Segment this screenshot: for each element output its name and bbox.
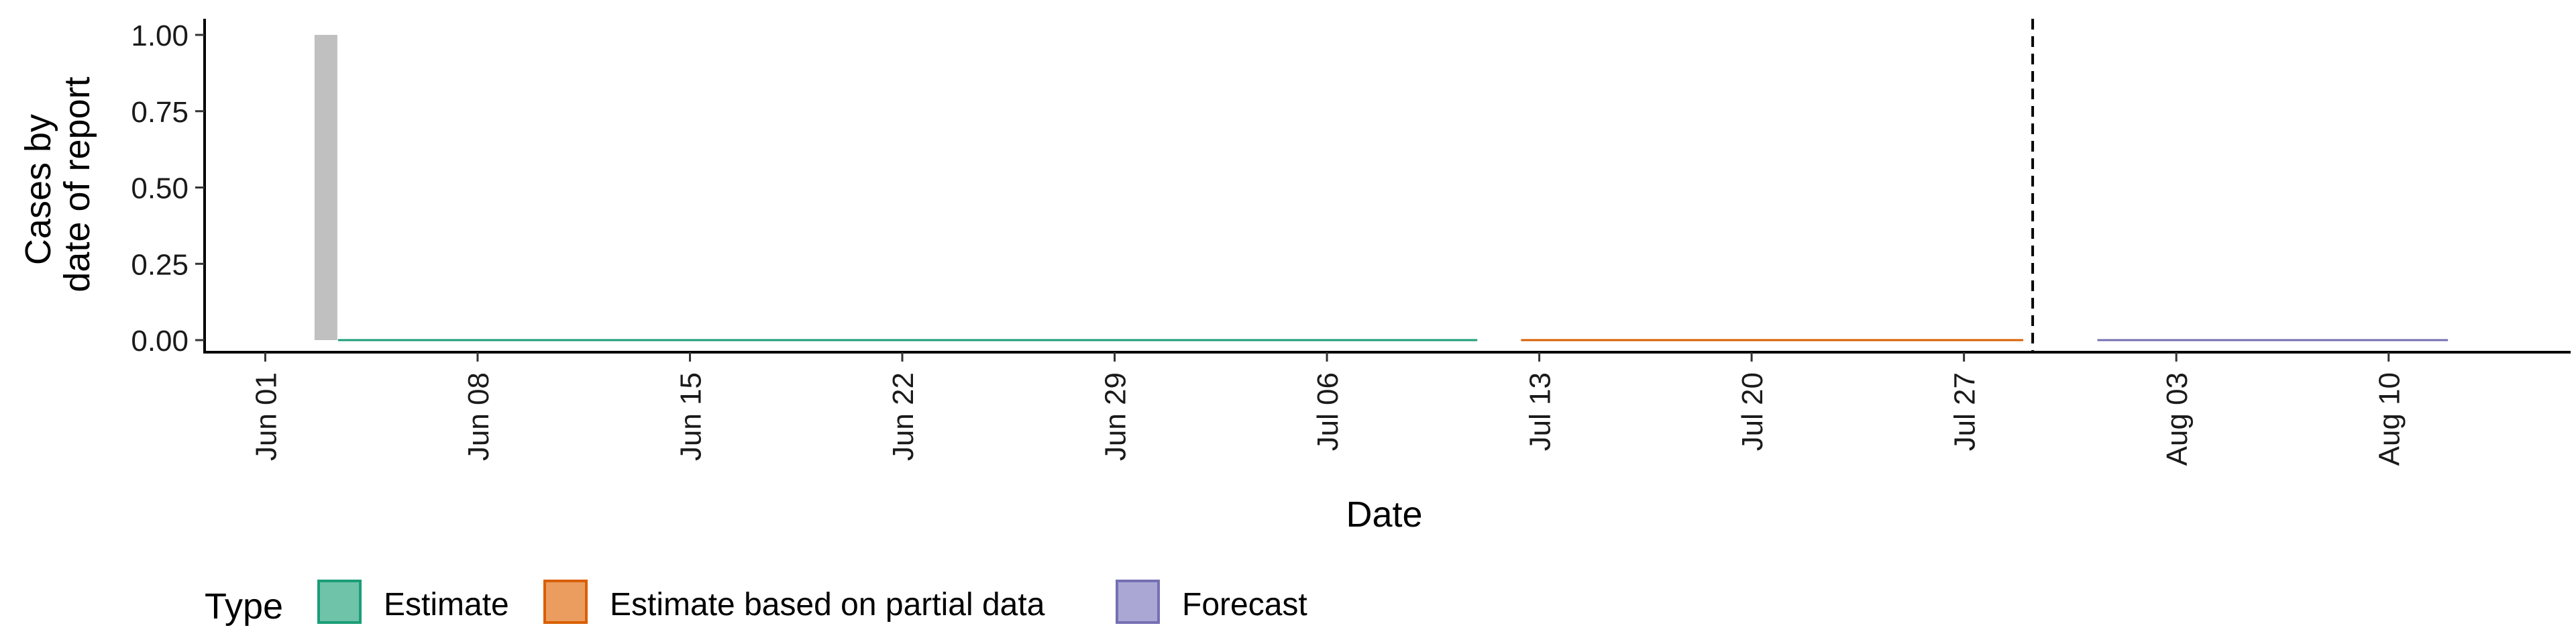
- x-tick-label-8: Jul 27: [1949, 372, 1982, 451]
- x-tick-label-7: Jul 20: [1736, 372, 1769, 451]
- y-tick-label-0: 0.00: [131, 325, 189, 358]
- legend-key-1: [543, 580, 588, 624]
- plot-area: [314, 19, 2449, 352]
- x-tick-label-3: Jun 22: [887, 372, 920, 461]
- y-axis-title: Cases by date of report: [18, 76, 97, 292]
- legend-label-1: Estimate based on partial data: [610, 587, 1045, 623]
- legend-title: Type: [205, 586, 283, 627]
- x-axis-title: Date: [1346, 494, 1422, 535]
- x-tick-label-2: Jun 15: [674, 372, 707, 461]
- y-tick-label-4: 1.00: [131, 19, 189, 52]
- legend-label-0: Estimate: [384, 587, 509, 623]
- x-tick-label-0: Jun 01: [250, 372, 282, 461]
- x-axis: Jun 01 Jun 08 Jun 15 Jun 22 Jun 29 Jul 06 Jul …: [203, 351, 2571, 466]
- legend-label-2: Forecast: [1182, 587, 1307, 623]
- x-tick-label-1: Jun 08: [462, 372, 495, 461]
- legend: Type Estimate Estimate based on partial d…: [205, 580, 1307, 627]
- x-tick-label-4: Jun 29: [1099, 372, 1132, 461]
- x-tick-label-6: Jul 13: [1524, 372, 1557, 451]
- legend-key-0: [317, 580, 362, 624]
- y-axis: 0.00 0.25 0.50 0.75 1.00: [131, 19, 206, 358]
- y-tick-label-2: 0.50: [131, 172, 189, 205]
- y-tick-label-1: 0.25: [131, 248, 189, 281]
- x-tick-label-9: Aug 03: [2161, 372, 2194, 466]
- y-tick-label-3: 0.75: [131, 96, 189, 129]
- y-axis-title-line-2: date of report: [57, 76, 97, 292]
- bar-0: [314, 35, 337, 340]
- x-tick-label-5: Jul 06: [1311, 372, 1344, 451]
- legend-key-2: [1116, 580, 1160, 624]
- y-axis-title-line-1: Cases by: [18, 114, 58, 265]
- x-tick-label-10: Aug 10: [2373, 372, 2406, 466]
